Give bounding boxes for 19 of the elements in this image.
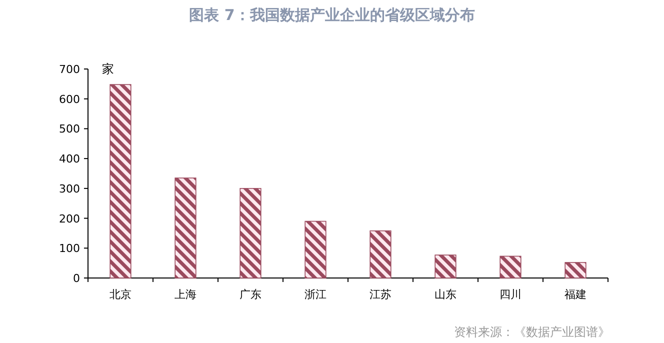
x-tick-label: 上海 (174, 288, 196, 301)
y-tick-label: 0 (73, 272, 80, 285)
y-tick-label: 500 (59, 122, 80, 136)
x-tick-label: 福建 (564, 288, 586, 301)
x-tick-label: 山东 (434, 288, 456, 301)
text: 资料来源：《数据产业图谱》 (454, 325, 610, 339)
x-tick-label: 江苏 (370, 288, 392, 301)
chart-title: 图表 7：我国数据产业企业的省级区域分布 (189, 6, 475, 24)
y-tick-label: 700 (59, 63, 80, 76)
x-tick-label: 广东 (240, 288, 262, 301)
y-axis-title: 家 (102, 62, 114, 76)
x-tick-label: 浙江 (304, 288, 326, 301)
y-tick-label: 300 (59, 182, 80, 196)
x-tick-label: 北京 (110, 288, 132, 301)
y-tick-label: 600 (59, 92, 80, 106)
y-tick-label: 200 (59, 212, 80, 226)
y-tick-label: 100 (59, 242, 80, 256)
x-tick-label: 四川 (500, 288, 522, 301)
y-tick-label: 400 (59, 152, 80, 166)
